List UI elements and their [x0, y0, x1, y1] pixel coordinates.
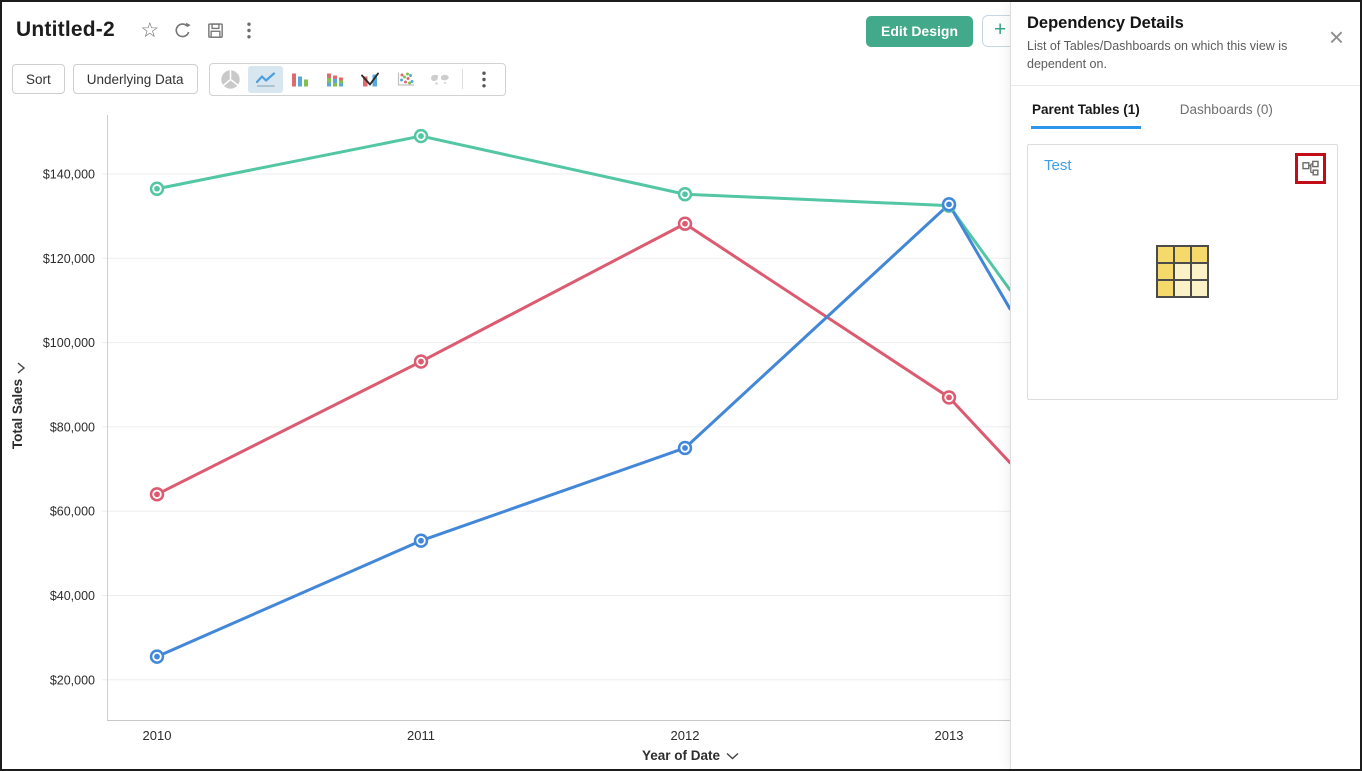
svg-text:$60,000: $60,000 — [50, 505, 95, 519]
panel-header: Dependency Details List of Tables/Dashbo… — [1011, 2, 1360, 86]
more-options-icon[interactable] — [236, 17, 262, 43]
toolbar-divider — [461, 69, 463, 89]
svg-text:2013: 2013 — [935, 728, 964, 743]
tab-parent-tables[interactable]: Parent Tables (1) — [1031, 89, 1141, 129]
chart-type-switcher — [208, 62, 506, 96]
table-grid-icon — [1155, 244, 1211, 305]
favorite-star-icon[interactable]: ☆ — [137, 17, 163, 43]
parent-table-card: Test — [1027, 144, 1338, 400]
title-actions: ☆ — [137, 17, 262, 43]
pie-chart-icon — [213, 66, 248, 93]
chart-toolbar: Sort Underlying Data — [2, 58, 1010, 100]
bar-chart-icon[interactable] — [283, 66, 318, 93]
dependency-tree-icon[interactable] — [1295, 153, 1326, 184]
sort-button[interactable]: Sort — [12, 64, 65, 94]
tab-dashboards[interactable]: Dashboards (0) — [1179, 89, 1274, 129]
close-icon[interactable]: × — [1328, 22, 1344, 52]
scatter-plot-icon[interactable] — [388, 66, 423, 93]
svg-text:$100,000: $100,000 — [43, 336, 95, 350]
header-right-actions: Edit Design + — [865, 15, 1010, 47]
svg-text:2012: 2012 — [671, 728, 700, 743]
map-chart-icon — [423, 66, 458, 93]
stacked-bar-chart-icon[interactable] — [318, 66, 353, 93]
save-icon[interactable] — [203, 17, 229, 43]
svg-text:$20,000: $20,000 — [50, 673, 95, 687]
dependency-details-panel: Dependency Details List of Tables/Dashbo… — [1010, 2, 1360, 769]
combo-chart-icon[interactable] — [353, 66, 388, 93]
svg-text:Total Sales: Total Sales — [10, 379, 25, 449]
total-sales-line-chart[interactable]: $140,000 $120,000 $100,000 $80,000 $60,000 $4… — [2, 102, 1010, 762]
panel-tabs: Parent Tables (1) Dashboards (0) — [1011, 89, 1360, 129]
svg-text:$140,000: $140,000 — [43, 168, 95, 182]
underlying-data-button[interactable]: Underlying Data — [72, 64, 198, 94]
svg-text:$80,000: $80,000 — [50, 420, 95, 434]
svg-text:2011: 2011 — [407, 728, 435, 743]
panel-subtitle: List of Tables/Dashboards on which this … — [1027, 39, 1288, 71]
chart-view: Untitled-2 ☆ — [2, 2, 1010, 769]
parent-table-link[interactable]: Test — [1044, 157, 1072, 174]
panel-title: Dependency Details — [1027, 14, 1184, 32]
svg-text:$40,000: $40,000 — [50, 589, 95, 603]
chart-more-options-icon[interactable] — [467, 66, 502, 93]
svg-text:Year of Date: Year of Date — [642, 748, 721, 762]
chart-area: $140,000 $120,000 $100,000 $80,000 $60,000 $4… — [2, 102, 1010, 762]
refresh-icon[interactable] — [170, 17, 196, 43]
svg-text:$120,000: $120,000 — [43, 252, 95, 266]
page-title: Untitled-2 — [16, 18, 115, 41]
add-view-button[interactable]: + — [982, 15, 1010, 47]
edit-design-button[interactable]: Edit Design — [865, 15, 973, 47]
title-bar: Untitled-2 ☆ — [2, 2, 1010, 58]
svg-text:2010: 2010 — [143, 728, 172, 743]
line-chart-icon[interactable] — [247, 65, 283, 93]
